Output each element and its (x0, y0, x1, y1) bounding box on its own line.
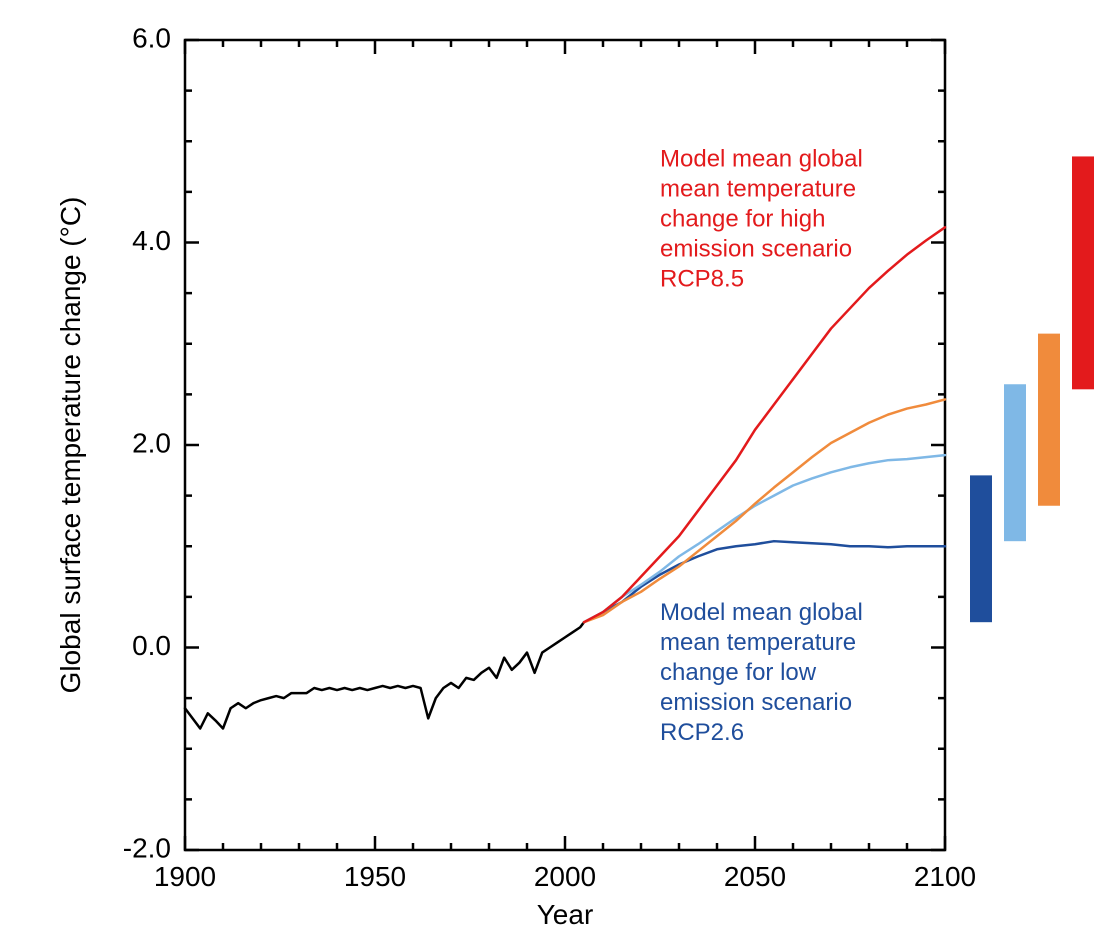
x-tick-label: 1950 (344, 861, 406, 892)
range-bar-rcp45-range (1004, 384, 1026, 541)
y-axis-label: Global surface temperature change (°C) (55, 197, 86, 694)
y-tick-label: 2.0 (132, 427, 171, 458)
x-tick-label: 2100 (914, 861, 976, 892)
range-bar-rcp85-range (1072, 156, 1094, 389)
chart-svg: 1900 1950 2000 2050 2100 Year -2.0 0.0 2.0 4.0 6.0… (0, 0, 1111, 952)
y-tick-label: -2.0 (123, 832, 171, 863)
y-tick-label: 4.0 (132, 225, 171, 256)
y-tick-label: 6.0 (132, 22, 171, 53)
x-tick-label: 1900 (154, 861, 216, 892)
x-tick-label: 2050 (724, 861, 786, 892)
range-bar-rcp60-range (1038, 334, 1060, 506)
x-tick-label: 2000 (534, 861, 596, 892)
y-tick-label: 0.0 (132, 630, 171, 661)
x-axis-label: Year (537, 899, 594, 930)
range-bar-rcp26-range (970, 475, 992, 622)
temperature-projection-chart: 1900 1950 2000 2050 2100 Year -2.0 0.0 2.0 4.0 6.0… (0, 0, 1111, 952)
